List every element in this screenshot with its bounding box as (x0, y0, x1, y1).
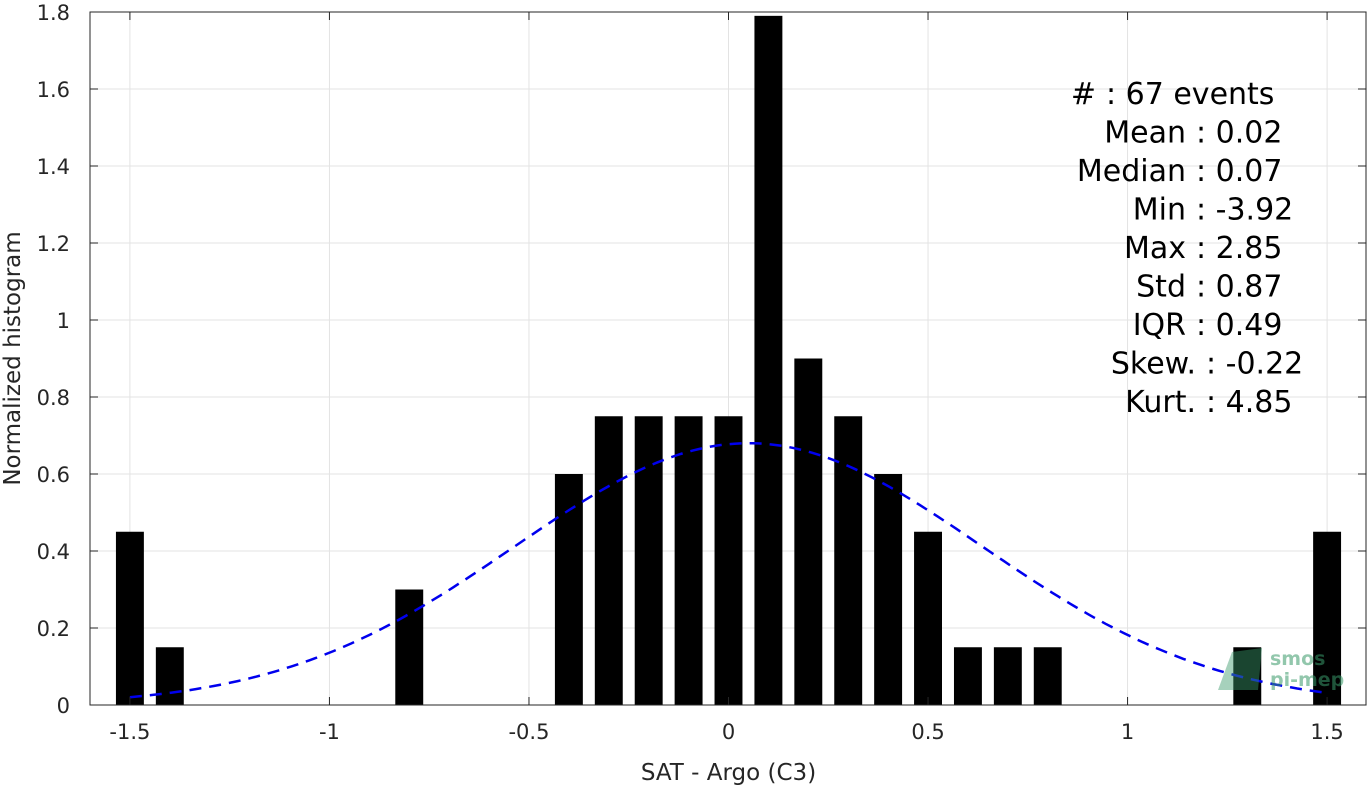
watermark-line2: pi-mep (1270, 669, 1344, 691)
y-tick-label-4: 0.8 (37, 386, 70, 410)
stats-line-3: Min : -3.92 (1133, 193, 1294, 228)
x-tick-label-4: 0.5 (911, 720, 944, 744)
histogram-bar-11 (874, 474, 903, 705)
histogram-bar-8 (754, 15, 783, 706)
y-tick-label-3: 0.6 (37, 463, 70, 487)
stats-line-7: Skew. : -0.22 (1111, 347, 1303, 382)
stats-key-4: Max (1124, 231, 1186, 266)
stats-value-1: : 0.02 (1196, 116, 1282, 151)
stats-key-2: Median (1077, 154, 1186, 189)
y-tick-label-8: 1.6 (37, 78, 70, 102)
y-axis-ticks: 0 0.2 0.4 0.6 0.8 1 1.2 1.4 1.6 1.8 (37, 1, 1366, 718)
stats-key-5: Std (1136, 270, 1186, 305)
stats-line-4: Max : 2.85 (1124, 231, 1282, 266)
y-tick-label-1: 0.2 (37, 617, 70, 641)
histogram-bar-3 (554, 474, 583, 705)
stats-value-7: : -0.22 (1206, 347, 1303, 382)
x-tick-label-3: 0 (722, 720, 735, 744)
y-tick-label-0: 0 (57, 694, 70, 718)
watermark-line1: smos (1270, 648, 1325, 670)
x-tick-label-5: 1 (1121, 720, 1134, 744)
stats-value-4: : 2.85 (1196, 231, 1282, 266)
stats-line-2: Median : 0.07 (1077, 154, 1283, 189)
histogram-bar-7 (714, 416, 743, 705)
stats-value-3: : -3.92 (1196, 193, 1293, 228)
histogram-bars (115, 15, 1342, 706)
histogram-bar-1 (155, 647, 184, 705)
histogram-bar-0 (115, 531, 144, 705)
histogram-bar-15 (1033, 647, 1062, 705)
stats-key-0: # (1071, 77, 1096, 112)
stats-line-0: # : 67 events (1071, 77, 1275, 112)
y-tick-label-5: 1 (57, 309, 70, 333)
histogram-bar-10 (834, 416, 863, 705)
y-axis-label: Normalized histogram (0, 231, 26, 485)
stats-key-3: Min (1133, 193, 1186, 228)
stats-value-2: : 0.07 (1196, 154, 1282, 189)
stats-line-5: Std : 0.87 (1136, 270, 1282, 305)
histogram-bar-17 (1313, 531, 1342, 705)
stats-line-6: IQR : 0.49 (1133, 308, 1283, 343)
x-tick-label-6: 1.5 (1310, 720, 1343, 744)
histogram-bar-5 (634, 416, 663, 705)
smos-pimep-logo: smos pi-mep (1218, 648, 1344, 691)
histogram-bar-4 (594, 416, 623, 705)
stats-value-8: : 4.85 (1206, 385, 1292, 420)
y-tick-label-6: 1.2 (37, 232, 70, 256)
stats-key-8: Kurt. (1125, 385, 1196, 420)
histogram-bar-14 (993, 647, 1022, 705)
stats-line-1: Mean : 0.02 (1104, 116, 1282, 151)
x-tick-label-1: -1 (319, 720, 340, 744)
stats-key-7: Skew. (1111, 347, 1196, 382)
stats-key-6: IQR (1133, 308, 1186, 343)
x-tick-label-2: -0.5 (508, 720, 549, 744)
stats-line-8: Kurt. : 4.85 (1125, 385, 1292, 420)
y-tick-label-2: 0.4 (37, 540, 70, 564)
x-tick-label-0: -1.5 (109, 720, 150, 744)
stats-value-0: : 67 events (1106, 77, 1274, 112)
x-axis-ticks: -1.5 -1 -0.5 0 0.5 1 1.5 (109, 12, 1344, 744)
y-tick-label-7: 1.4 (37, 155, 70, 179)
histogram-bar-9 (794, 358, 823, 705)
y-tick-label-9: 1.8 (37, 1, 70, 25)
histogram-bar-12 (914, 531, 942, 705)
statistics-box: # : 67 events Mean : 0.02 Median : 0.07 Min : -… (1071, 77, 1303, 420)
stats-key-1: Mean (1104, 116, 1186, 151)
stats-value-5: : 0.87 (1196, 270, 1282, 305)
watermark-leaf-icon (1218, 648, 1262, 690)
histogram-bar-13 (953, 647, 982, 705)
stats-value-6: : 0.49 (1196, 308, 1282, 343)
gaussian-fit-curve (129, 441, 1328, 699)
histogram-bar-6 (674, 416, 703, 705)
x-axis-label: SAT - Argo (C3) (641, 760, 816, 786)
